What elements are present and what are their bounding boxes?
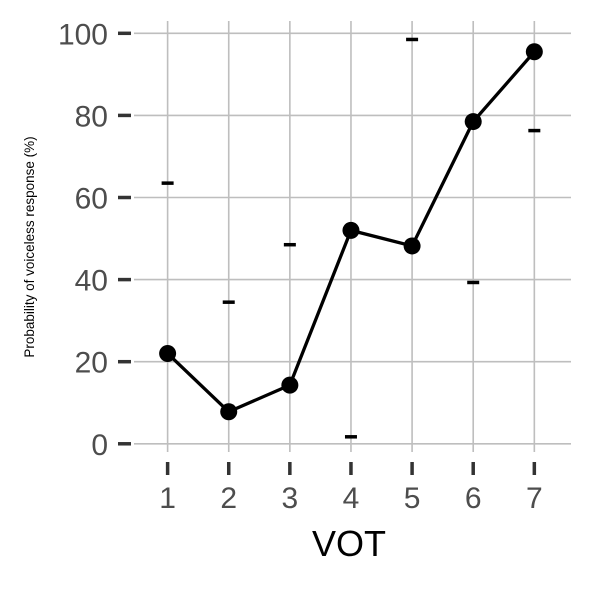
x-tick-label: 5 [404, 482, 421, 515]
x-tick-label: 7 [526, 482, 543, 515]
y-tick-label: 80 [75, 100, 108, 133]
x-tick-label: 2 [220, 482, 237, 515]
y-axis-ticks: 0 20 40 60 80 100 [58, 18, 131, 462]
rug-marks [161, 37, 541, 439]
data-point [281, 376, 299, 394]
data-point [159, 344, 177, 362]
series-layer [159, 43, 543, 421]
y-tick-label: 0 [91, 429, 108, 462]
x-axis-title: VOT [312, 523, 386, 564]
x-tick-label: 4 [343, 482, 360, 515]
x-tick-label: 6 [465, 482, 482, 515]
data-point [525, 43, 543, 61]
data-point [342, 221, 360, 239]
x-tick-label: 3 [282, 482, 299, 515]
y-tick-label: 40 [75, 265, 108, 298]
data-point [403, 237, 421, 255]
data-point [220, 403, 238, 421]
data-point [464, 113, 482, 131]
plot-panel: 0 20 40 60 80 100 1 2 3 4 5 6 7 [58, 18, 571, 515]
y-tick-label: 20 [75, 347, 108, 380]
x-axis-ticks: 1 2 3 4 5 6 7 [159, 462, 543, 515]
grid [134, 21, 571, 452]
y-tick-label: 100 [58, 18, 108, 51]
y-axis-title: Probability of voiceless response (%) [22, 136, 37, 357]
x-tick-label: 1 [159, 482, 176, 515]
y-tick-label: 60 [75, 183, 108, 216]
